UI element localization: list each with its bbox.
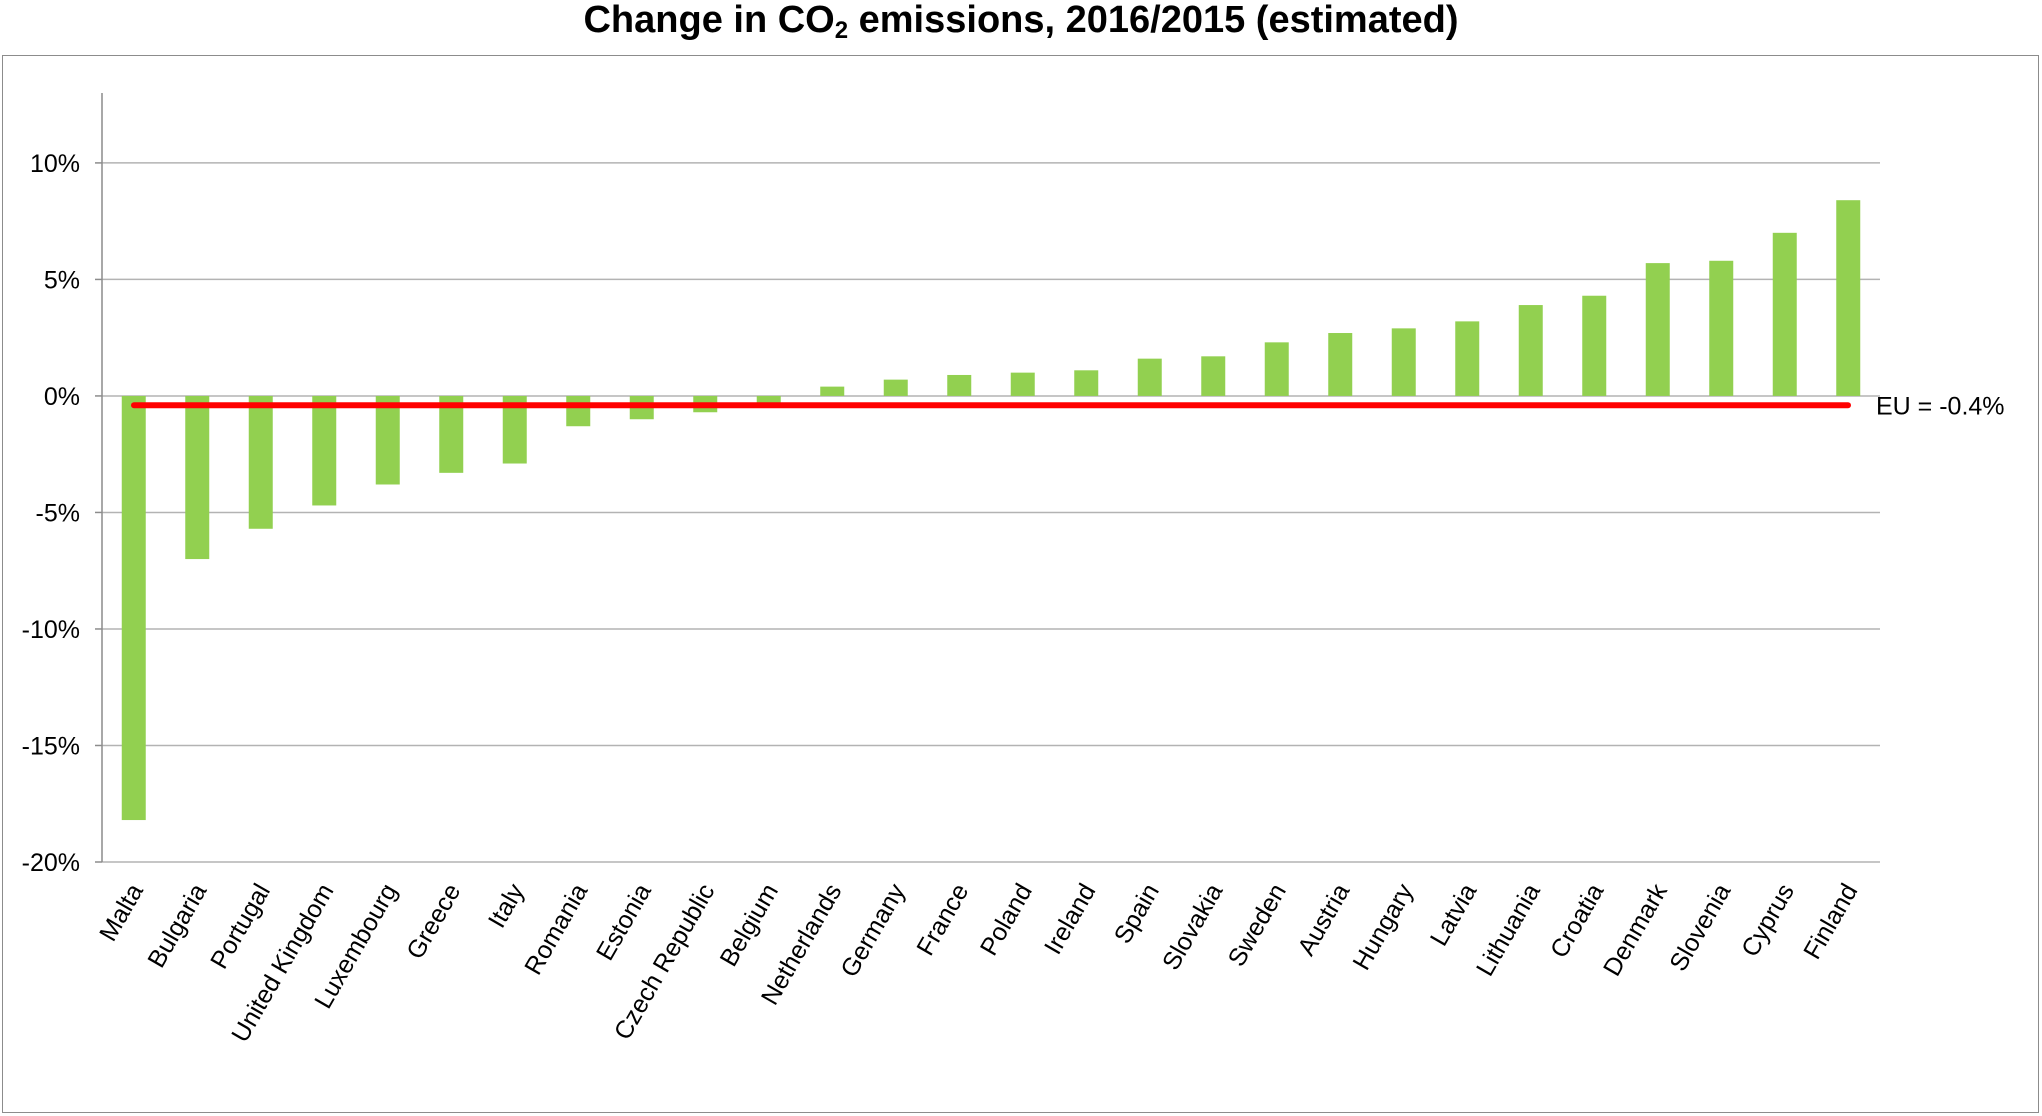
x-tick-label: Hungary — [1347, 879, 1419, 975]
bar — [1137, 358, 1162, 396]
bar — [1582, 295, 1607, 396]
bar — [248, 395, 273, 529]
x-tick-label: Slovenia — [1664, 879, 1736, 976]
y-tick-label: -5% — [36, 499, 80, 527]
x-tick-label: Ireland — [1039, 879, 1101, 959]
chart-title-subscript: 2 — [834, 17, 849, 44]
chart-title: Change in CO2 emissions, 2016/2015 (esti… — [0, 0, 2042, 48]
bar — [185, 395, 210, 560]
y-tick-label: -10% — [22, 616, 80, 644]
x-tick-label: Lithuania — [1471, 879, 1546, 981]
x-tick-label: Estonia — [591, 879, 657, 965]
x-tick-label: Finland — [1798, 879, 1863, 964]
bar — [121, 395, 146, 821]
x-tick-label: Greece — [401, 879, 466, 964]
x-tick-label: Belgium — [715, 879, 784, 971]
x-tick-label: Latvia — [1425, 879, 1483, 951]
bar — [1836, 200, 1861, 396]
x-tick-label: Poland — [975, 879, 1038, 960]
bar — [1264, 342, 1289, 396]
x-tick-label: Spain — [1109, 879, 1165, 948]
chart-title-suffix: emissions, 2016/2015 (estimated) — [848, 0, 1459, 41]
y-tick-label: 5% — [44, 266, 80, 294]
y-tick-label: -20% — [22, 849, 80, 877]
chart-title-prefix: Change in CO — [583, 0, 835, 41]
y-tick-label: 0% — [44, 383, 80, 411]
x-tick-label: Cyprus — [1736, 879, 1800, 962]
x-tick-label: Romania — [519, 879, 593, 980]
bar — [1772, 232, 1797, 396]
bar — [439, 395, 464, 473]
x-tick-label: Denmark — [1598, 879, 1673, 981]
bar — [883, 379, 908, 396]
x-tick-label: Sweden — [1223, 879, 1292, 971]
x-tick-label: Portugal — [205, 879, 276, 974]
chart-frame — [2, 55, 2039, 1113]
eu-average-label: EU = -0.4% — [1876, 392, 2005, 420]
x-tick-label: Croatia — [1545, 879, 1610, 963]
x-tick-label: Slovakia — [1157, 879, 1229, 975]
bar — [375, 395, 400, 485]
bar — [1201, 356, 1226, 396]
bar — [312, 395, 337, 506]
x-tick-label: France — [911, 879, 974, 960]
bar — [1645, 263, 1670, 396]
bar — [1010, 372, 1035, 396]
bar — [1391, 328, 1416, 396]
y-tick-label: -15% — [22, 732, 80, 760]
bar — [1709, 260, 1734, 396]
bar — [756, 395, 781, 408]
x-tick-label: Malta — [94, 879, 149, 946]
bar — [566, 395, 591, 427]
bar — [820, 386, 845, 396]
x-tick-label: Austria — [1292, 879, 1355, 960]
bar — [1518, 305, 1543, 396]
bar — [947, 374, 972, 396]
bar — [1328, 333, 1353, 396]
x-tick-label: Bulgaria — [142, 879, 212, 973]
bar — [1455, 321, 1480, 396]
y-tick-label: 10% — [30, 150, 80, 178]
bar — [1074, 370, 1099, 396]
x-tick-label: Italy — [483, 879, 530, 933]
